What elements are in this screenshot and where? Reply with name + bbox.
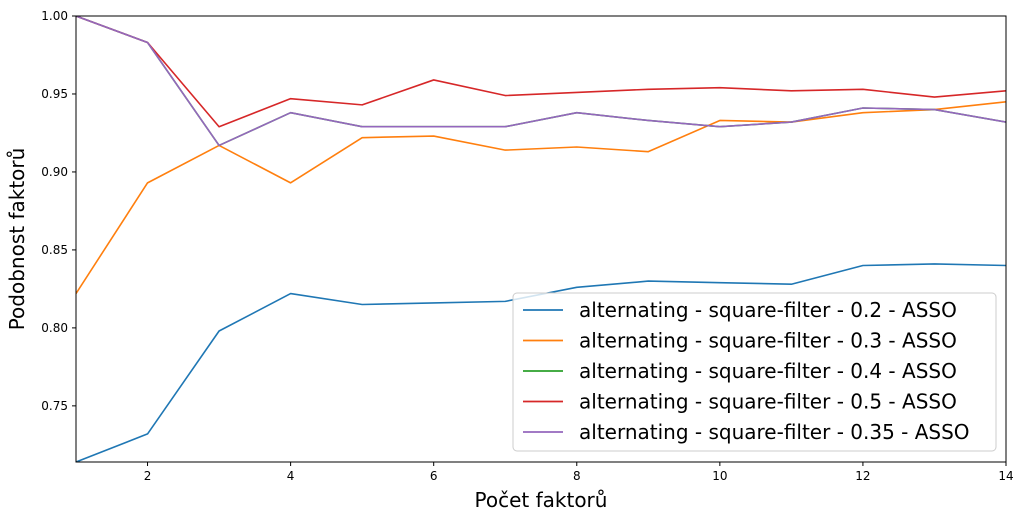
legend-label: alternating - square-filter - 0.2 - ASSO [579, 298, 957, 322]
legend-label: alternating - square-filter - 0.5 - ASSO [579, 390, 957, 414]
x-tick-label: 12 [855, 469, 870, 483]
y-tick-label: 0.95 [41, 87, 68, 101]
x-tick-label: 8 [573, 469, 581, 483]
x-tick-label: 2 [144, 469, 152, 483]
legend-box [512, 292, 997, 452]
y-tick-label: 1.00 [41, 9, 68, 23]
series-line-4 [76, 16, 1006, 128]
y-tick-label: 0.90 [41, 165, 68, 179]
x-tick-label: 4 [287, 469, 295, 483]
y-axis: 0.75 0.80 0.85 0.90 0.95 1.00 [41, 9, 76, 413]
legend-label: alternating - square-filter - 0.4 - ASSO [579, 359, 957, 383]
series-line-5 [76, 16, 1006, 147]
axes-frame [75, 15, 1007, 463]
x-tick-label: 14 [998, 469, 1013, 483]
y-tick-label: 0.80 [41, 321, 68, 335]
y-tick-label: 0.75 [41, 399, 68, 413]
y-tick-label: 0.85 [41, 243, 68, 257]
x-axis: 2 4 6 8 10 12 14 [144, 462, 1014, 483]
legend-label: alternating - square-filter - 0.35 - ASS… [579, 420, 970, 444]
x-tick-label: 10 [712, 469, 727, 483]
series-line-3 [76, 16, 1006, 147]
x-axis-title: Počet faktorů [475, 488, 608, 512]
x-tick-label: 6 [430, 469, 438, 483]
series-line-2 [76, 100, 1006, 295]
legend-label: alternating - square-filter - 0.3 - ASSO [579, 329, 957, 353]
y-axis-title: Podobnost faktorů [5, 148, 29, 331]
legend: alternating - square-filter - 0.2 - ASSO… [512, 292, 997, 452]
